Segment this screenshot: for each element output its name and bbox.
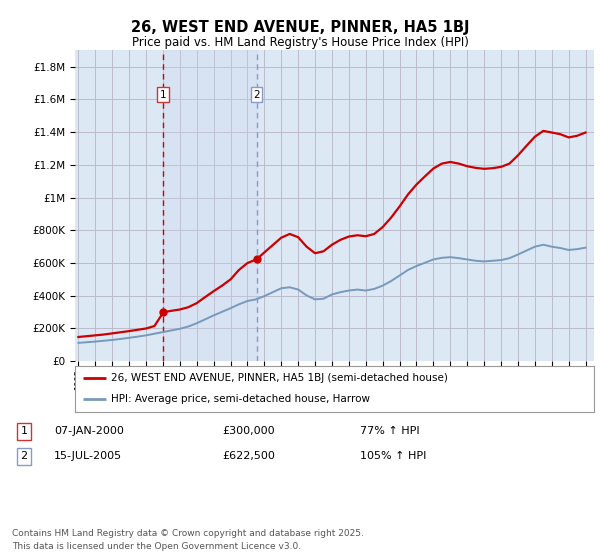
- Text: Contains HM Land Registry data © Crown copyright and database right 2025.
This d: Contains HM Land Registry data © Crown c…: [12, 529, 364, 550]
- Text: 1: 1: [160, 90, 167, 100]
- Text: HPI: Average price, semi-detached house, Harrow: HPI: Average price, semi-detached house,…: [112, 394, 370, 404]
- Text: 26, WEST END AVENUE, PINNER, HA5 1BJ (semi-detached house): 26, WEST END AVENUE, PINNER, HA5 1BJ (se…: [112, 373, 448, 383]
- Bar: [163, 50, 257, 361]
- Text: Price paid vs. HM Land Registry's House Price Index (HPI): Price paid vs. HM Land Registry's House …: [131, 36, 469, 49]
- Text: £300,000: £300,000: [222, 426, 275, 436]
- Text: 2: 2: [253, 90, 260, 100]
- Text: £622,500: £622,500: [222, 451, 275, 461]
- Text: 105% ↑ HPI: 105% ↑ HPI: [360, 451, 427, 461]
- Text: 07-JAN-2000: 07-JAN-2000: [54, 426, 124, 436]
- Text: 77% ↑ HPI: 77% ↑ HPI: [360, 426, 419, 436]
- Text: 1: 1: [20, 426, 28, 436]
- Text: 2: 2: [20, 451, 28, 461]
- Text: 26, WEST END AVENUE, PINNER, HA5 1BJ: 26, WEST END AVENUE, PINNER, HA5 1BJ: [131, 20, 469, 35]
- Text: 15-JUL-2005: 15-JUL-2005: [54, 451, 122, 461]
